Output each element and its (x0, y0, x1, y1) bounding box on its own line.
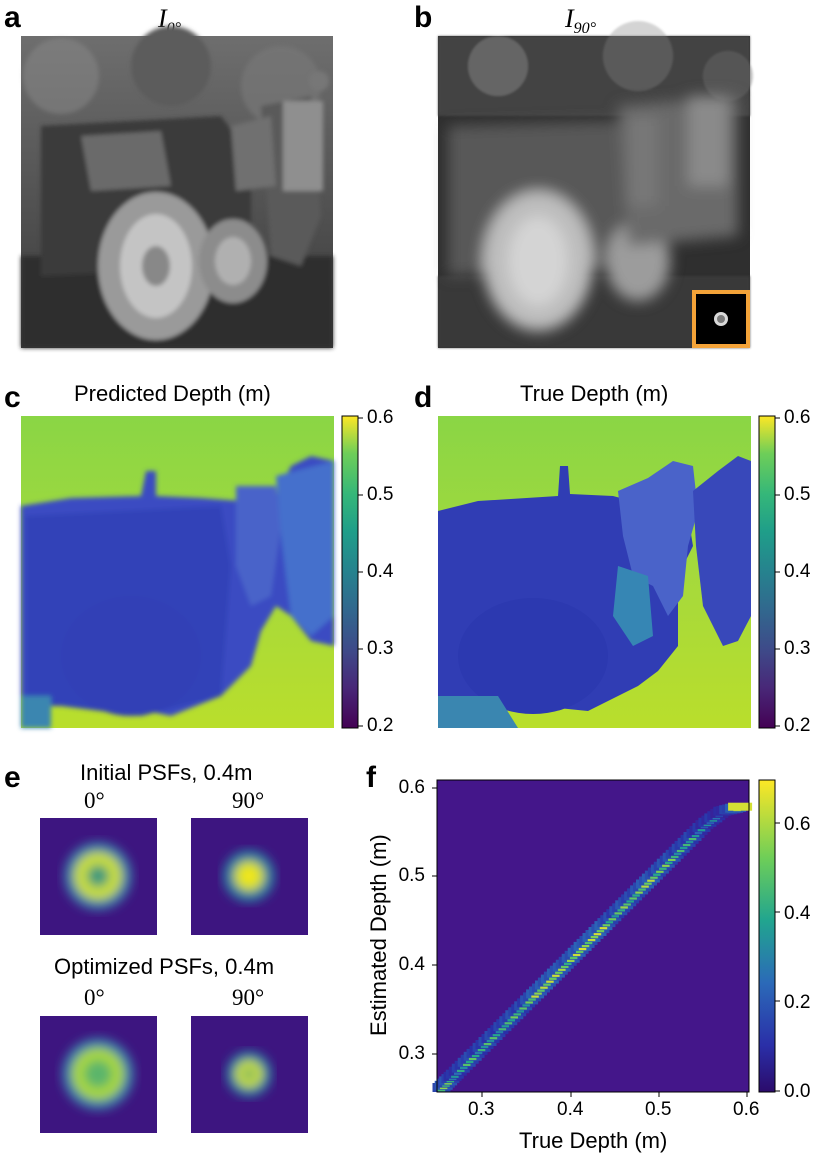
y-tick-label: 0.3 (398, 1043, 425, 1064)
psf-initial-0 (40, 818, 157, 935)
colorbar-c-tick: 0.6 (367, 407, 394, 428)
x-tick-label: 0.6 (733, 1099, 760, 1120)
x-tick-label: 0.4 (557, 1099, 584, 1120)
colorbar-f-tick: 0.6 (784, 814, 811, 835)
psf-initial-90 (191, 818, 308, 935)
optimized-psfs-title: Optimized PSFs, 0.4m (54, 954, 275, 979)
psf-angle-label: 90° (232, 788, 265, 813)
heatmap-axes (432, 787, 748, 1097)
y-tick-label: 0.6 (398, 777, 425, 798)
colorbar-c-tick: 0.2 (367, 715, 394, 736)
colorbar-d-tick: 0.4 (784, 561, 811, 582)
image-i0 (21, 26, 333, 348)
confusion-heatmap (432, 779, 753, 1093)
colorbar-f-tick: 0.2 (784, 992, 811, 1013)
x-tick-label: 0.3 (468, 1099, 495, 1120)
panel-label-e: e (4, 761, 21, 794)
x-axis-label: True Depth (m) (519, 1128, 668, 1153)
panel-b-title-symbol: I (565, 4, 574, 33)
psf-angle-label: 90° (232, 985, 265, 1010)
y-axis-label: Estimated Depth (m) (366, 834, 391, 1036)
panel-d-title: True Depth (m) (520, 381, 669, 406)
panel-b-title-subscript: 90° (573, 20, 597, 38)
heatmap-cell (728, 802, 753, 811)
colorbar-c (341, 415, 363, 729)
colorbar-f-tick: 0.4 (784, 903, 811, 924)
psf-angle-label: 0° (84, 985, 105, 1010)
colorbar-d-tick: 0.3 (784, 638, 811, 659)
panel-label-c: c (4, 381, 21, 414)
panel-label-f: f (366, 761, 376, 794)
colorbar-d-tick: 0.5 (784, 484, 811, 505)
psf-angle-label: 0° (84, 788, 105, 813)
panel-label-b: b (414, 1, 433, 34)
psf-optimized-90 (191, 1016, 308, 1133)
colorbar-f-tick: 0.0 (784, 1081, 811, 1102)
panel-label-a: a (4, 1, 21, 34)
colorbar-c-tick: 0.4 (367, 561, 394, 582)
panel-b-title: I90° (565, 6, 596, 41)
panel-c-title: Predicted Depth (m) (74, 381, 271, 406)
x-tick-label: 0.5 (645, 1099, 672, 1120)
colorbar-d (758, 415, 780, 729)
panel-a-title-symbol: I (158, 4, 167, 33)
colorbar-f (758, 779, 780, 1093)
initial-psfs-title: Initial PSFs, 0.4m (80, 760, 253, 785)
psf-optimized-0 (40, 1016, 157, 1133)
image-i90 (438, 21, 753, 348)
colorbar-d-tick: 0.6 (784, 407, 811, 428)
y-tick-label: 0.4 (398, 954, 425, 975)
y-tick-label: 0.5 (398, 865, 425, 886)
true-depth-map (438, 416, 751, 728)
colorbar-c-tick: 0.3 (367, 638, 394, 659)
colorbar-c-tick: 0.5 (367, 484, 394, 505)
colorbar-d-tick: 0.2 (784, 715, 811, 736)
predicted-depth-map (21, 416, 334, 728)
panel-label-d: d (414, 381, 433, 414)
